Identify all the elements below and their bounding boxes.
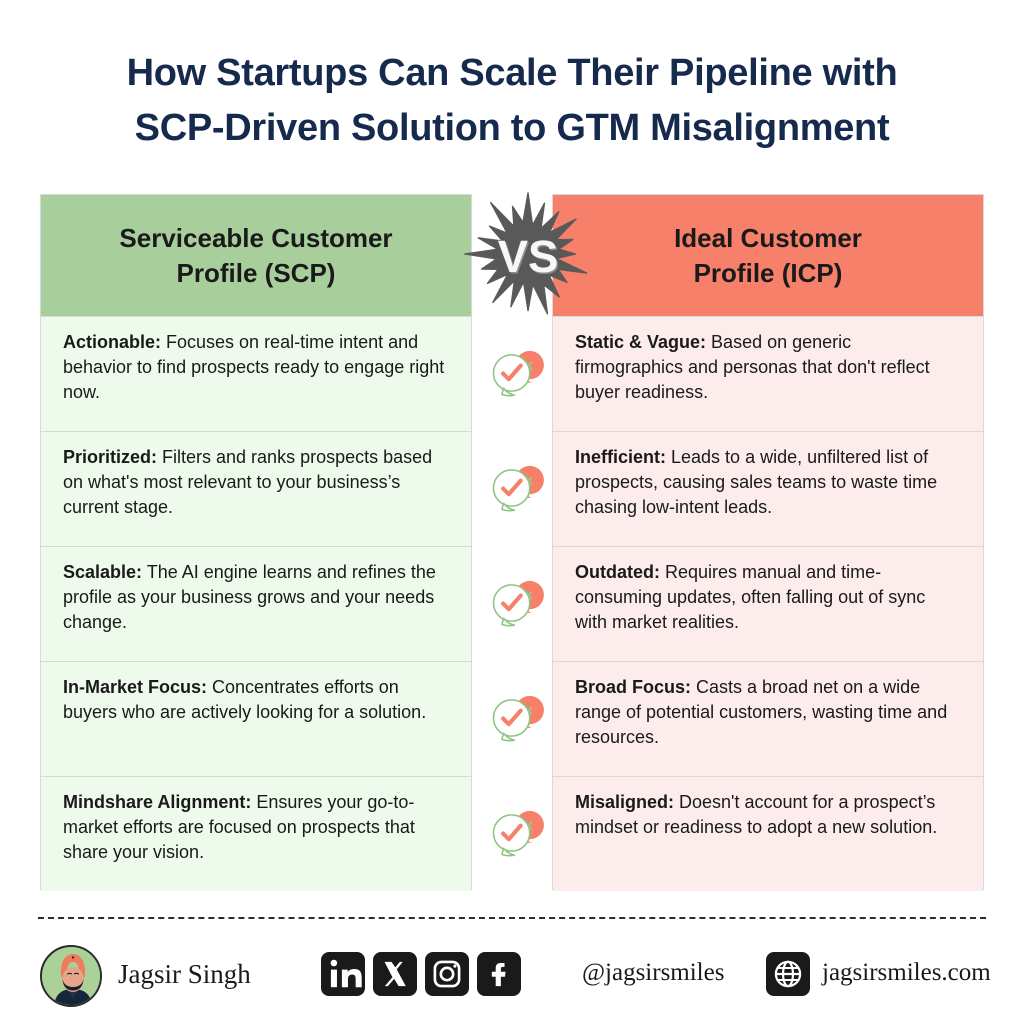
svg-text:VS: VS	[498, 231, 559, 282]
